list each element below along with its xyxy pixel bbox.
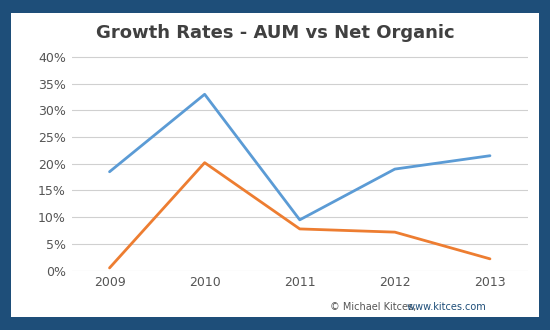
Text: Growth Rates - AUM vs Net Organic: Growth Rates - AUM vs Net Organic xyxy=(96,24,454,42)
Text: www.kitces.com: www.kitces.com xyxy=(404,302,486,312)
Text: © Michael Kitces,: © Michael Kitces, xyxy=(330,302,416,312)
